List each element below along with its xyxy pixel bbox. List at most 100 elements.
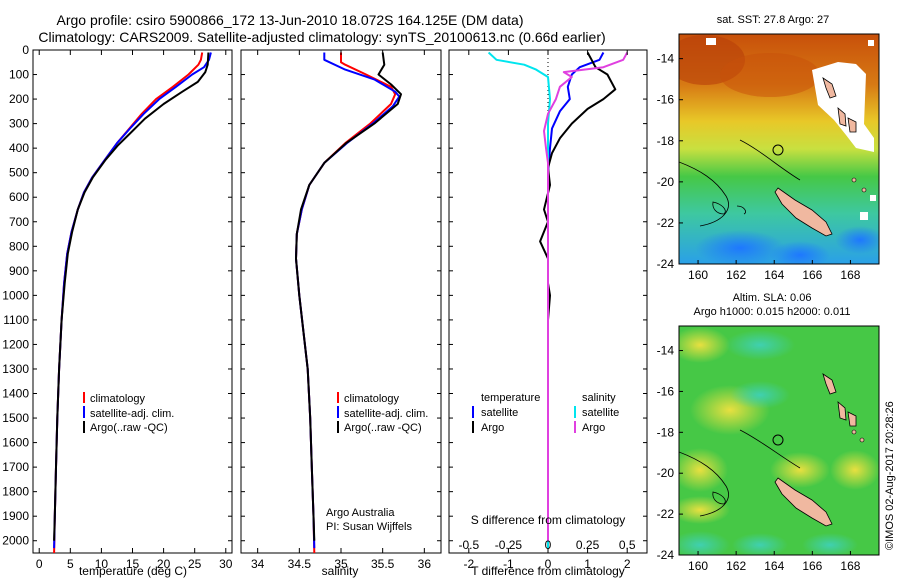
series-line-climatology [295,52,397,554]
y-tick-label: 1800 [2,485,29,499]
lon-tick-label: 164 [764,559,784,573]
series-line-argo-raw-qc- [295,52,402,541]
y-tick-label: 0 [22,43,29,57]
difference-legend: temperature salinity satellite Argo sate… [472,392,619,434]
sst-map [678,33,880,265]
s-tick-label: -0.25 [495,538,523,552]
x-tick-label: -2 [463,557,474,571]
title-line-1: Argo profile: csiro 5900866_172 13-Jun-2… [57,12,524,28]
lat-tick-label: -16 [657,384,675,398]
y-tick-label: 300 [9,117,29,131]
y-tick-label: 1600 [2,436,29,450]
lat-tick-label: -20 [657,466,675,480]
x-tick-label: 0 [545,557,552,571]
series-line-salinity-argo [543,52,629,541]
y-tick-label: 1200 [2,337,29,351]
s-tick-label: 0.5 [619,538,636,552]
legend-climatology: climatology [90,393,146,405]
lon-tick-label: 168 [840,268,860,282]
x-tick-label: 34 [251,557,265,571]
lat-tick-label: -22 [657,216,675,230]
t-difference-axis-label: T difference from climatology [471,564,625,578]
legend-argo: Argo(..raw -QC) [90,422,168,434]
y-tick-label: 500 [9,166,29,180]
legend-salinity-heading: salinity [582,392,616,404]
y-tick-label: 200 [9,92,29,106]
y-tick-label: 700 [9,215,29,229]
difference-plot: -2 -1 0 1 2 -0.5 -0.25 0 0.25 0.5 [449,49,647,571]
lat-tick-label: -18 [657,134,675,148]
x-tick-label: 10 [95,557,109,571]
x-tick-label: 36 [418,557,432,571]
x-tick-label: 20 [157,557,171,571]
lon-tick-label: 166 [802,268,822,282]
y-tick-label: 1400 [2,387,29,401]
s-difference-axis-label: S difference from climatology [471,513,626,527]
salinity-panel [240,49,442,554]
lon-tick-label: 168 [840,559,860,573]
legend-climatology: climatology [344,393,400,405]
y-tick-label: 1300 [2,362,29,376]
title-line-2: Climatology: CARS2009. Satellite-adjuste… [38,29,605,45]
new-caledonia-island [774,187,833,237]
argo-float-marker [772,144,784,156]
salinity-plot: 34 34.5 35 35.5 36 [241,49,441,571]
series-line-salinity-satellite [487,51,551,549]
lat-tick-label: -20 [657,175,675,189]
y-tick-label: 1000 [2,288,29,302]
salinity-legend: climatology satellite-adj. clim. Argo(..… [337,392,428,434]
lon-tick-label: 162 [726,559,746,573]
credit-line-2: PI: Susan Wijffels [326,521,412,533]
series-line-temperature-satellite [547,52,605,549]
legend-t-argo: Argo [481,422,504,434]
lat-tick-label: -18 [657,425,675,439]
lat-tick-label: -24 [657,548,675,562]
series-line-climatology [53,52,204,554]
y-tick-label: 100 [9,68,29,82]
lon-tick-label: 160 [688,559,708,573]
lon-tick-label: 162 [726,268,746,282]
y-tick-label: 400 [9,141,29,155]
legend-satellite-adj: satellite-adj. clim. [344,408,428,420]
y-tick-label: 1700 [2,460,29,474]
x-tick-label: 1 [584,557,591,571]
temperature-legend: climatology satellite-adj. clim. Argo(..… [83,392,174,434]
x-tick-label: 35.5 [371,557,395,571]
temperature-plot: 0 5 10 15 20 25 300100200300400500600700800900… [2,43,232,571]
series-line-temperature-argo [539,52,617,541]
salinity-axis-label: salinity [322,564,359,578]
x-tick-label: -1 [503,557,514,571]
s-tick-label: 0 [545,538,552,552]
credit-line-1: Argo Australia [326,507,395,519]
legend-argo: Argo(..raw -QC) [344,422,422,434]
sla-map [678,325,880,556]
lon-tick-label: 166 [802,559,822,573]
legend-s-satellite: satellite [582,407,619,419]
lat-tick-label: -14 [657,344,675,358]
s-tick-label: 0.25 [576,538,600,552]
timestamp: ©IMOS 02-Aug-2017 20:28:26 [884,401,896,550]
lat-tick-label: -22 [657,507,675,521]
argo-float-marker [772,434,784,446]
legend-s-argo: Argo [582,422,605,434]
y-tick-label: 600 [9,190,29,204]
lat-tick-label: -24 [657,257,675,271]
x-tick-label: 35 [334,557,348,571]
lat-tick-label: -16 [657,93,675,107]
x-tick-label: 0 [36,557,43,571]
lat-tick-label: -14 [657,52,675,66]
sst-map-title: sat. SST: 27.8 Argo: 27 [717,14,830,26]
x-tick-label: 25 [188,557,202,571]
map-ticks: -14 -16 -18 -20 -22 -24 160 162 164 166 168 -14 -16 -… [657,52,861,573]
y-tick-label: 2000 [2,534,29,548]
x-tick-label: 5 [67,557,74,571]
y-tick-label: 1500 [2,411,29,425]
legend-temperature-heading: temperature [481,392,540,404]
series-line-satellite-adj-clim- [53,52,212,549]
x-tick-label: 15 [126,557,140,571]
y-tick-label: 1100 [3,313,29,327]
x-tick-label: 30 [219,557,233,571]
lon-tick-label: 160 [688,268,708,282]
x-tick-label: 2 [624,557,631,571]
